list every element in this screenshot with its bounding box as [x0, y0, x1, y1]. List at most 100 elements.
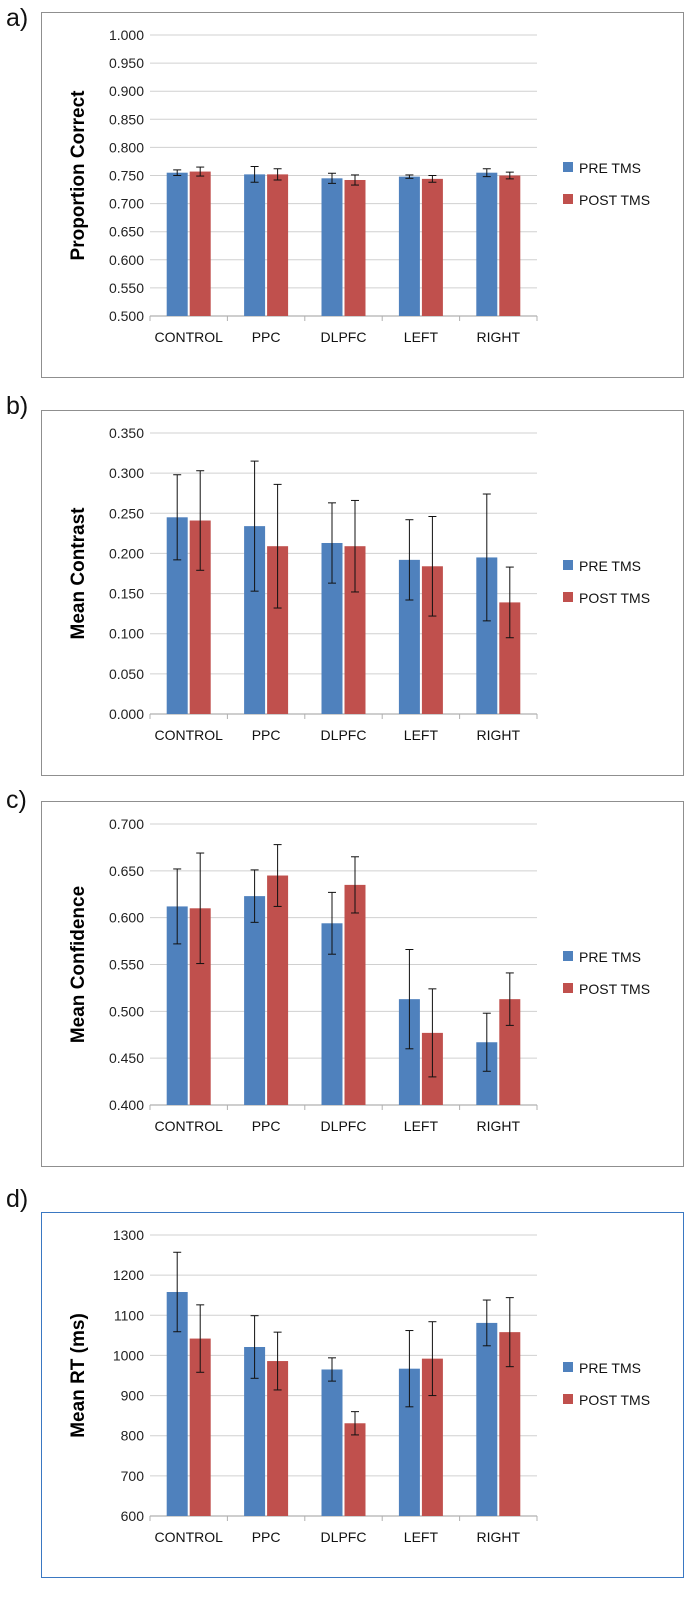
pre-tms-bar — [398, 1368, 420, 1516]
pre-tms-bar — [398, 176, 420, 316]
panel-d-label: d) — [6, 1185, 29, 1213]
post-tms-bar — [267, 1361, 289, 1516]
x-category-label: LEFT — [404, 1529, 439, 1545]
x-category-label: DLPFC — [321, 1118, 367, 1134]
y-tick-label: 1100 — [114, 1307, 144, 1323]
post-tms-bar — [499, 1332, 521, 1516]
pre-tms-bar — [398, 999, 420, 1105]
pre-tms-bar — [476, 1322, 498, 1516]
legend-swatch — [563, 592, 573, 602]
post-tms-bar — [189, 171, 211, 316]
post-tms-bar — [189, 908, 211, 1105]
legend-label: POST TMS — [579, 192, 650, 208]
chart-a-plot: 0.500 0.550 0.600 0.650 0.700 0.750 0.800 0.850… — [68, 27, 650, 345]
y-tick-label: 0.700 — [109, 196, 144, 212]
pre-tms-bar — [321, 542, 343, 714]
post-tms-bar — [421, 566, 443, 714]
pre-tms-bar — [166, 906, 188, 1105]
pre-tms-bar — [321, 1369, 343, 1516]
chart-d-frame: 600 700 800 900 1000 1100 1200 1300 CONTROL PPC DL… — [41, 1212, 684, 1578]
x-category-label: DLPFC — [321, 329, 367, 345]
y-tick-label: 0.050 — [109, 666, 144, 682]
legend-label: PRE TMS — [579, 949, 641, 965]
pre-tms-bar — [166, 172, 188, 316]
y-axis-title: Mean Confidence — [68, 886, 89, 1043]
pre-tms-bar — [244, 1346, 266, 1516]
x-category-label: CONTROL — [154, 1118, 223, 1134]
legend-swatch — [563, 194, 573, 204]
pre-tms-bar — [244, 174, 266, 316]
x-category-label: DLPFC — [321, 727, 367, 743]
y-tick-label: 0.550 — [109, 280, 144, 296]
post-tms-bar — [189, 1338, 211, 1516]
y-tick-label: 0.100 — [109, 626, 144, 642]
y-tick-label: 1.000 — [109, 27, 144, 43]
y-tick-label: 0.200 — [109, 545, 144, 561]
chart-c-plot: 0.400 0.450 0.500 0.550 0.600 0.650 0.700 CONTR… — [68, 816, 650, 1134]
legend-label: POST TMS — [579, 590, 650, 606]
y-tick-label: 1200 — [113, 1267, 144, 1283]
chart-a-frame: 0.500 0.550 0.600 0.650 0.700 0.750 0.800 0.850… — [41, 12, 684, 378]
post-tms-bar — [499, 175, 521, 316]
x-category-label: RIGHT — [477, 329, 521, 345]
legend-swatch — [563, 951, 573, 961]
y-tick-label: 0.250 — [109, 505, 144, 521]
chart-b-plot: 0.000 0.050 0.100 0.150 0.200 0.250 0.300 0.350… — [68, 425, 650, 743]
y-tick-label: 0.650 — [109, 863, 144, 879]
y-tick-label: 0.550 — [109, 957, 144, 973]
panel-a-label: a) — [6, 4, 29, 32]
pre-tms-bar — [476, 1042, 498, 1105]
legend-swatch — [563, 1394, 573, 1404]
legend-swatch — [563, 1362, 573, 1372]
post-tms-bar — [267, 875, 289, 1105]
y-tick-label: 0.750 — [109, 168, 144, 184]
y-tick-label: 0.450 — [109, 1050, 144, 1066]
y-tick-label: 0.400 — [109, 1097, 144, 1113]
y-tick-label: 0.700 — [109, 816, 144, 832]
y-tick-label: 600 — [121, 1508, 145, 1524]
pre-tms-bar — [321, 923, 343, 1105]
pre-tms-bar — [476, 557, 498, 714]
post-tms-bar — [421, 178, 443, 316]
x-category-label: PPC — [252, 1529, 281, 1545]
y-axis-title: Mean Contrast — [68, 507, 89, 640]
x-category-label: LEFT — [404, 727, 439, 743]
x-category-label: CONTROL — [154, 1529, 223, 1545]
post-tms-bar — [344, 884, 366, 1105]
pre-tms-bar — [476, 172, 498, 316]
post-tms-bar — [267, 174, 289, 316]
y-tick-label: 0.900 — [109, 83, 144, 99]
post-tms-bar — [344, 1423, 366, 1516]
y-tick-label: 0.350 — [109, 425, 144, 441]
x-category-label: DLPFC — [321, 1529, 367, 1545]
y-tick-label: 900 — [121, 1388, 145, 1404]
pre-tms-bar — [398, 559, 420, 714]
x-category-label: RIGHT — [477, 1118, 521, 1134]
y-axis-title: Mean RT (ms) — [68, 1313, 89, 1438]
post-tms-bar — [499, 999, 521, 1105]
y-tick-label: 1000 — [113, 1347, 144, 1363]
y-tick-label: 700 — [121, 1468, 145, 1484]
x-category-label: PPC — [252, 727, 281, 743]
x-category-label: CONTROL — [154, 727, 223, 743]
panel-b-label: b) — [6, 392, 29, 420]
legend-label: PRE TMS — [579, 558, 641, 574]
y-tick-label: 0.150 — [109, 586, 144, 602]
post-tms-bar — [189, 520, 211, 714]
pre-tms-bar — [166, 517, 188, 714]
x-category-label: RIGHT — [477, 1529, 521, 1545]
y-tick-label: 0.300 — [109, 465, 144, 481]
x-category-label: PPC — [252, 329, 281, 345]
post-tms-bar — [344, 546, 366, 714]
chart-d-plot: 600 700 800 900 1000 1100 1200 1300 CONTROL PPC DL… — [68, 1227, 650, 1545]
x-category-label: LEFT — [404, 1118, 439, 1134]
pre-tms-bar — [321, 178, 343, 316]
y-tick-label: 0.650 — [109, 224, 144, 240]
y-tick-label: 800 — [121, 1428, 145, 1444]
post-tms-bar — [421, 1358, 443, 1516]
post-tms-bar — [344, 179, 366, 316]
y-tick-label: 0.600 — [109, 910, 144, 926]
legend-label: POST TMS — [579, 1392, 650, 1408]
y-tick-label: 0.800 — [109, 139, 144, 155]
legend-label: PRE TMS — [579, 1360, 641, 1376]
